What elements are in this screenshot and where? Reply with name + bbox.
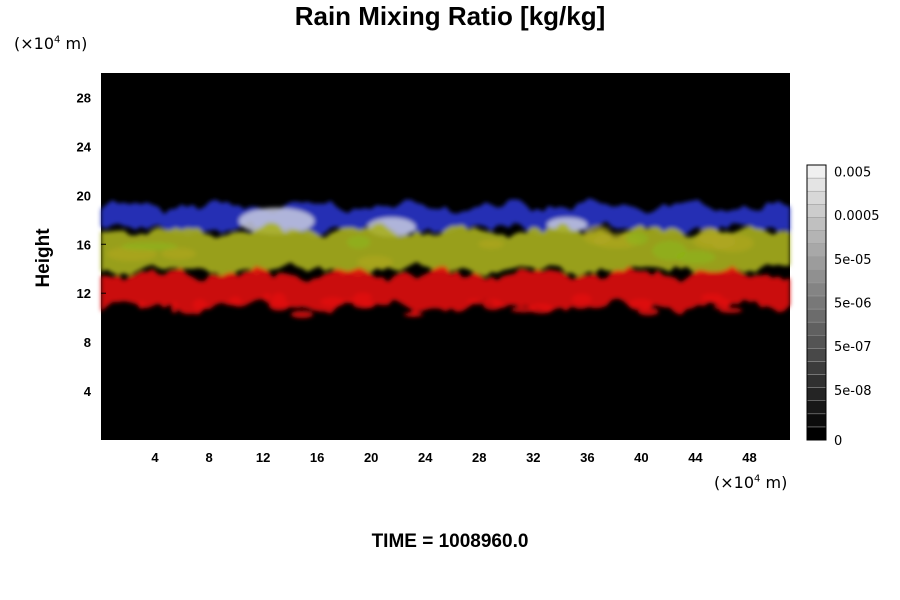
colorbar-level-19 — [806, 177, 827, 192]
colorbar-level-12 — [806, 269, 827, 284]
green-blob-6 — [120, 242, 178, 251]
red-blob-23 — [268, 299, 290, 311]
green-blob-12 — [625, 231, 648, 246]
colorbar-label-2: 5e-07 — [834, 340, 872, 355]
colorbar-level-10 — [806, 295, 827, 310]
green-blob-9 — [346, 235, 371, 249]
green-blob-8 — [698, 227, 721, 245]
x-tick-label-24: 24 — [418, 450, 433, 465]
x-tick-label-40: 40 — [634, 450, 648, 465]
x-tick-label-16: 16 — [310, 450, 324, 465]
layer-yellow-green — [101, 222, 790, 277]
colorbar-level-2 — [806, 400, 827, 415]
x-tick-label-48: 48 — [742, 450, 756, 465]
colorbar-level-9 — [806, 308, 827, 323]
y-unit-exponent: 4 — [54, 34, 61, 46]
colorbar-label-6: 0.005 — [834, 166, 871, 181]
colorbar-label-5: 0.0005 — [834, 209, 880, 224]
red-blob-12 — [571, 293, 592, 305]
colorbar-label-3: 5e-06 — [834, 297, 872, 312]
colorbar-level-8 — [806, 321, 827, 336]
colorbar-level-15 — [806, 230, 827, 244]
band-yellow-green — [101, 222, 790, 277]
x-unit-suffix: m) — [760, 473, 788, 492]
red-blob-20 — [638, 307, 659, 316]
green-blob-11 — [357, 255, 394, 269]
green-blob-10 — [161, 247, 196, 260]
green-blob-3 — [676, 250, 716, 264]
colorbar-level-7 — [806, 334, 827, 349]
colorbar-level-20 — [806, 164, 827, 179]
y-unit-prefix: (×10 — [14, 34, 55, 53]
colorbar-level-17 — [806, 204, 827, 218]
colorbar-label-1: 5e-08 — [834, 384, 872, 399]
colorbar-level-0 — [806, 426, 827, 441]
colorbar-level-11 — [806, 282, 827, 297]
colorbar-level-14 — [806, 243, 827, 257]
x-tick-label-8: 8 — [205, 450, 212, 465]
x-tick-label-20: 20 — [364, 450, 378, 465]
colorbar-level-5 — [806, 361, 827, 375]
red-blob-16 — [410, 310, 418, 316]
y-tick-label-24: 24 — [77, 139, 92, 154]
x-tick-label-4: 4 — [151, 450, 159, 465]
colorbar-label-0: 0 — [834, 434, 842, 449]
y-tick-label-8: 8 — [84, 335, 91, 350]
chart-title: Rain Mixing Ratio [kg/kg] — [294, 1, 606, 31]
red-blob-1 — [263, 293, 272, 300]
colorbar-level-16 — [806, 217, 827, 231]
white-cell-0 — [238, 207, 315, 235]
red-blob-22 — [713, 304, 730, 310]
time-label: TIME = 1008960.0 — [371, 531, 529, 552]
colorbar-level-1 — [806, 413, 827, 428]
x-tick-label-28: 28 — [472, 450, 486, 465]
red-blob-13 — [192, 298, 207, 311]
red-blob-11 — [320, 297, 346, 307]
x-tick-label-32: 32 — [526, 450, 540, 465]
x-axis-unit: (×104 m) — [714, 473, 787, 492]
colorbar-level-13 — [806, 256, 827, 271]
red-blob-14 — [229, 296, 242, 305]
red-blob-7 — [138, 301, 146, 309]
y-tick-label-16: 16 — [77, 237, 91, 252]
green-blob-13 — [478, 239, 504, 249]
y-tick-label-20: 20 — [77, 188, 91, 203]
x-tick-label-44: 44 — [688, 450, 703, 465]
red-blob-17 — [466, 298, 490, 305]
colorbar-label-4: 5e-05 — [834, 253, 872, 268]
colorbar-frame — [806, 164, 827, 441]
heatmap-field — [101, 198, 790, 319]
y-unit-suffix: m) — [60, 34, 88, 53]
x-tick-label-36: 36 — [580, 450, 594, 465]
x-unit-exponent: 4 — [754, 473, 761, 485]
colorbar-level-18 — [806, 190, 827, 205]
colorbar-level-6 — [806, 348, 827, 362]
red-blob-6 — [529, 303, 554, 314]
colorbar: 0 5e-08 5e-07 5e-06 5e-05 0.0005 0.005 — [806, 164, 880, 449]
red-blob-5 — [353, 292, 372, 303]
x-unit-prefix: (×10 — [714, 473, 755, 492]
red-blob-4 — [290, 310, 314, 319]
red-blob-25 — [714, 298, 731, 307]
y-axis-unit: (×104 m) — [14, 34, 87, 53]
y-tick-label-12: 12 — [77, 286, 91, 301]
colorbar-level-3 — [806, 387, 827, 401]
y-tick-label-4: 4 — [84, 384, 92, 399]
layer-red — [101, 265, 790, 319]
y-tick-label-28: 28 — [77, 90, 91, 105]
x-tick-label-12: 12 — [256, 450, 270, 465]
colorbar-level-4 — [806, 374, 827, 388]
y-axis-label: Height — [33, 228, 54, 288]
red-blob-18 — [170, 301, 179, 314]
red-blob-24 — [353, 300, 376, 309]
green-blob-7 — [711, 233, 754, 253]
